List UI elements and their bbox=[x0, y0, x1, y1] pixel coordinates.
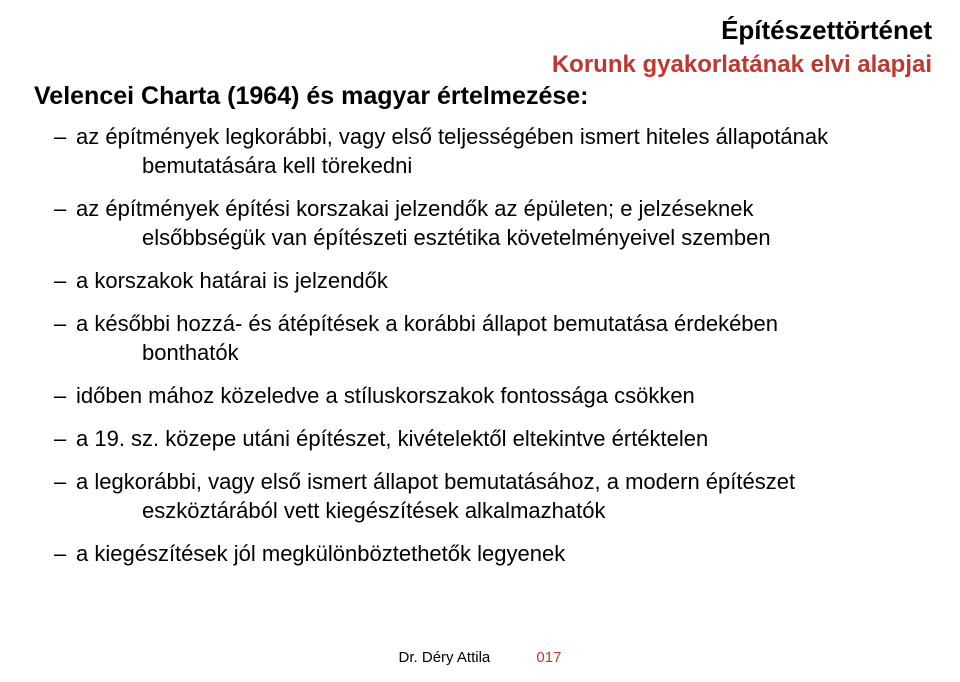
list-item-text: időben mához közeledve a stíluskorszakok… bbox=[76, 383, 695, 408]
bullet-list: az építmények legkorábbi, vagy első telj… bbox=[54, 122, 920, 582]
list-item: az építmények legkorábbi, vagy első telj… bbox=[54, 122, 920, 180]
list-item-cont: elsőbbségük van építészeti esztétika köv… bbox=[76, 223, 920, 252]
list-item-text: a későbbi hozzá- és átépítések a korábbi… bbox=[76, 311, 778, 336]
footer-page-number: 017 bbox=[536, 649, 561, 666]
header-block: Építészettörténet Korunk gyakorlatának e… bbox=[552, 14, 932, 81]
list-item: az építmények építési korszakai jelzendő… bbox=[54, 194, 920, 252]
list-item-text: a legkorábbi, vagy első ismert állapot b… bbox=[76, 469, 795, 494]
list-item: időben mához közeledve a stíluskorszakok… bbox=[54, 381, 920, 410]
list-item: a korszakok határai is jelzendők bbox=[54, 266, 920, 295]
slide: Építészettörténet Korunk gyakorlatának e… bbox=[0, 0, 960, 682]
list-item: a kiegészítések jól megkülönböztethetők … bbox=[54, 539, 920, 568]
page-subtitle: Korunk gyakorlatának elvi alapjai bbox=[552, 48, 932, 82]
list-item-cont: eszköztárából vett kiegészítések alkalma… bbox=[76, 496, 920, 525]
list-item-text: az építmények legkorábbi, vagy első telj… bbox=[76, 124, 828, 149]
list-item: a 19. sz. közepe utáni építészet, kivéte… bbox=[54, 424, 920, 453]
footer: Dr. Déry Attila 017 bbox=[0, 649, 960, 666]
page-title: Építészettörténet bbox=[552, 14, 932, 48]
footer-author: Dr. Déry Attila bbox=[399, 649, 491, 666]
list-item: a legkorábbi, vagy első ismert állapot b… bbox=[54, 467, 920, 525]
list-item-text: a korszakok határai is jelzendők bbox=[76, 268, 388, 293]
section-heading: Velencei Charta (1964) és magyar értelme… bbox=[34, 82, 588, 111]
list-item-text: a kiegészítések jól megkülönböztethetők … bbox=[76, 541, 565, 566]
list-item-text: a 19. sz. közepe utáni építészet, kivéte… bbox=[76, 426, 708, 451]
list-item-text: az építmények építési korszakai jelzendő… bbox=[76, 196, 754, 221]
list-item-cont: bonthatók bbox=[76, 338, 920, 367]
list-item-cont: bemutatására kell törekedni bbox=[76, 151, 920, 180]
list-item: a későbbi hozzá- és átépítések a korábbi… bbox=[54, 309, 920, 367]
